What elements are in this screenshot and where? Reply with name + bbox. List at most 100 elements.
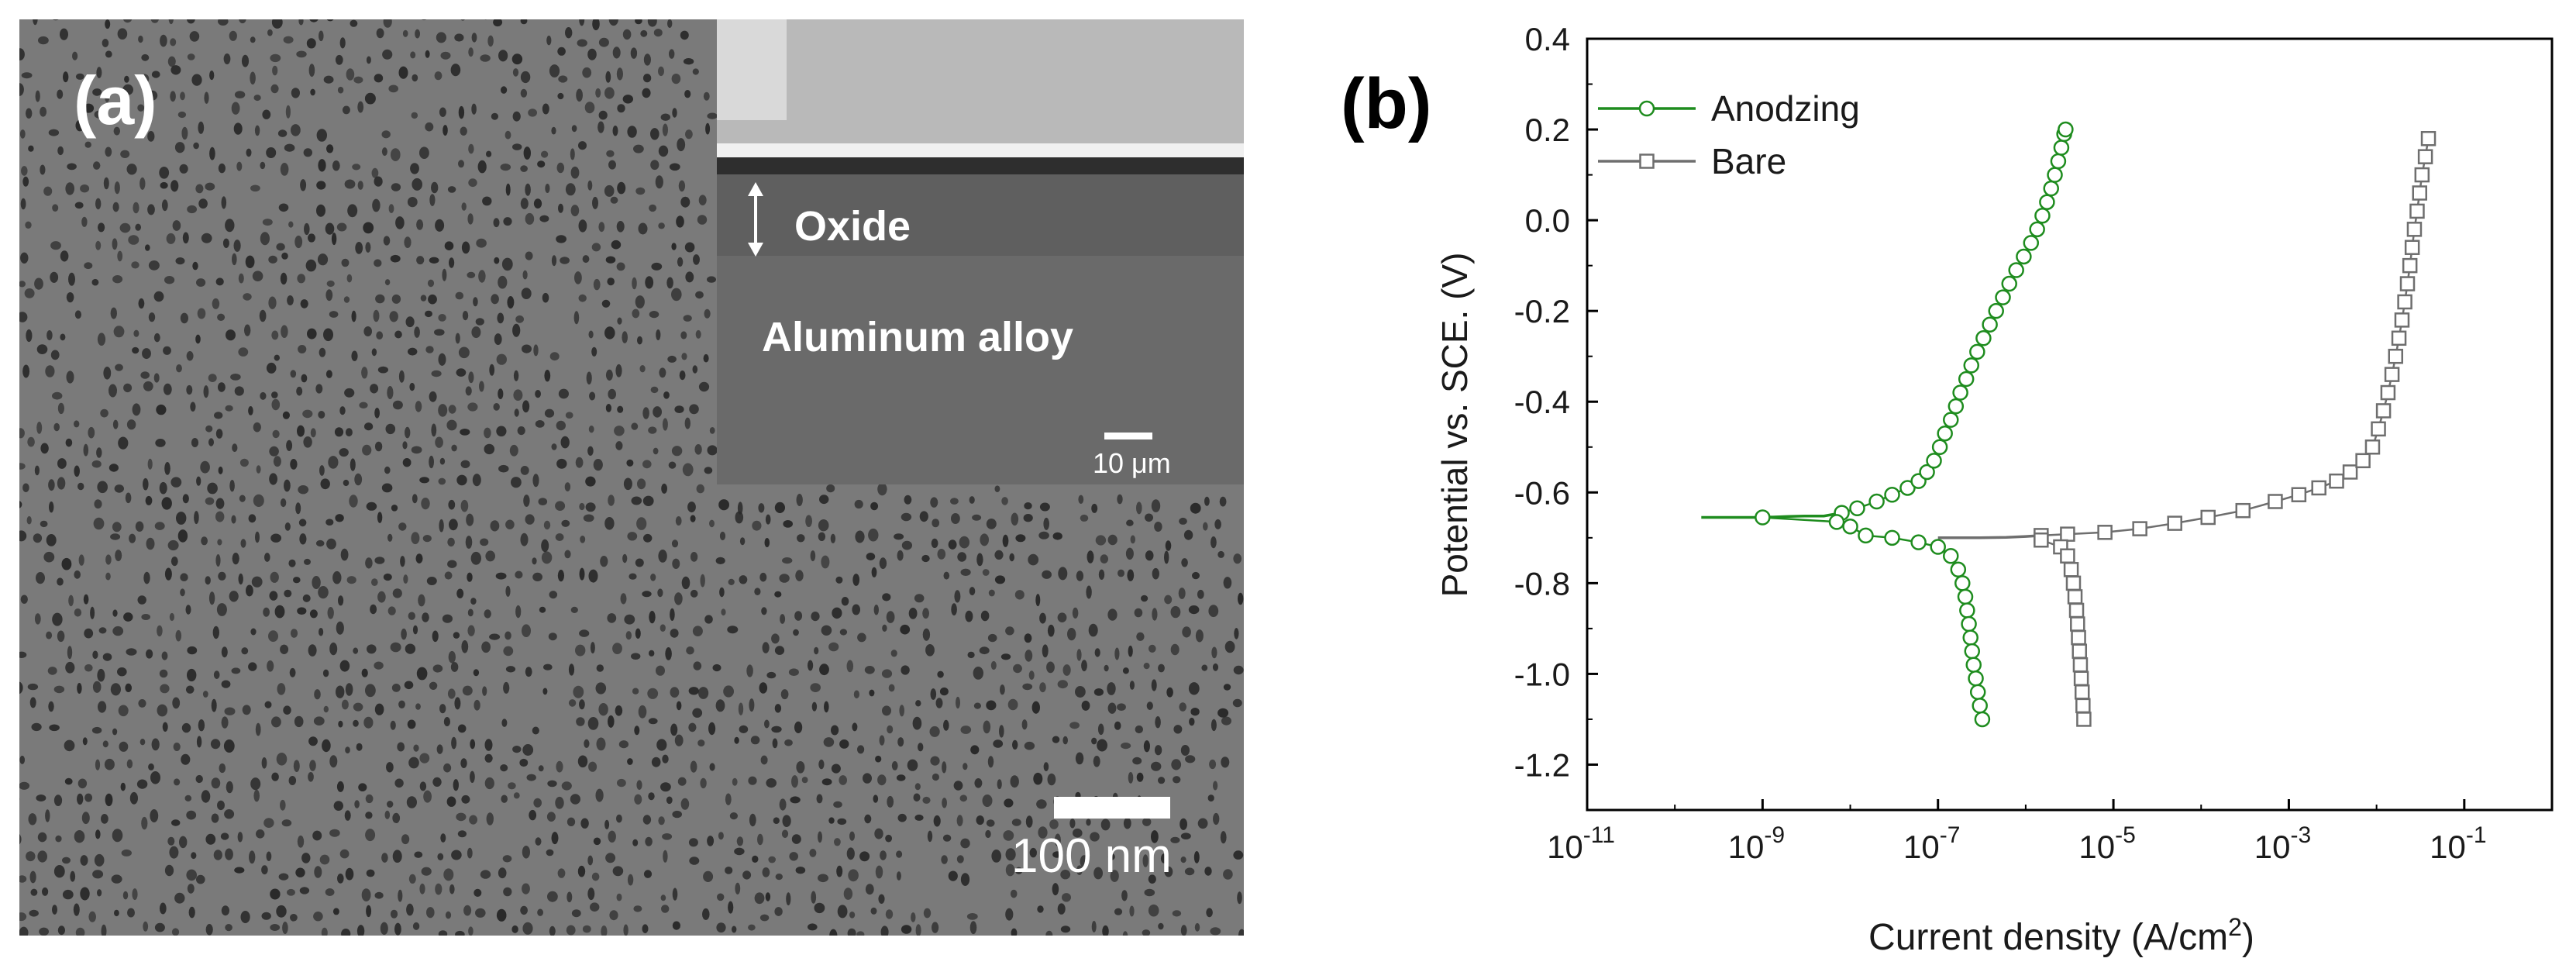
sem-pore — [391, 505, 398, 512]
sem-pore — [609, 910, 618, 921]
sem-pore — [735, 511, 744, 524]
sem-pore — [467, 625, 475, 636]
sem-pore — [121, 849, 132, 857]
sem-pore — [496, 426, 507, 437]
sem-pore — [280, 799, 286, 811]
sem-pore — [626, 459, 634, 467]
sem-pore — [463, 905, 472, 916]
sem-pore — [388, 204, 394, 213]
sem-pore — [882, 593, 891, 601]
sem-pore — [657, 588, 663, 598]
data-point — [1930, 539, 1946, 555]
sem-pore — [882, 705, 891, 716]
sem-pore — [486, 812, 494, 826]
sem-pore — [304, 222, 310, 236]
sem-pore — [1036, 799, 1047, 809]
data-point — [2073, 670, 2089, 687]
sem-pore — [879, 735, 885, 746]
sem-pore — [110, 307, 117, 319]
sem-pore — [549, 64, 560, 78]
sem-pore — [281, 819, 292, 827]
inset-arrow-head-up — [748, 182, 763, 196]
sem-pore — [250, 628, 257, 636]
sem-pore — [392, 850, 402, 863]
sem-pore — [61, 557, 72, 570]
sem-pore — [37, 832, 47, 843]
sem-pore — [172, 220, 181, 231]
data-point — [2039, 194, 2055, 210]
sem-pore — [1207, 794, 1214, 802]
sem-pore — [1223, 684, 1231, 691]
x-tick-label: 10-1 — [2430, 822, 2486, 865]
sem-pore — [1114, 908, 1123, 915]
sem-pore — [411, 446, 422, 454]
sem-pore — [367, 644, 377, 654]
sem-pore — [353, 76, 363, 84]
sem-pore — [828, 642, 839, 652]
sem-pore — [598, 222, 605, 233]
sem-pore — [313, 716, 325, 726]
sem-pore — [65, 438, 73, 447]
sem-pore — [151, 738, 160, 751]
sem-pore — [159, 481, 167, 495]
sem-pore — [590, 642, 595, 654]
sem-pore — [391, 148, 401, 162]
sem-pore — [470, 551, 481, 565]
sem-pore — [377, 366, 388, 374]
sem-pore — [582, 925, 591, 933]
sem-pore — [97, 668, 105, 682]
sem-pore — [448, 405, 456, 414]
sem-pore — [659, 367, 666, 378]
sem-pore — [46, 534, 57, 546]
x-tick-label: 10-11 — [1547, 822, 1615, 865]
sem-pore — [415, 29, 420, 39]
sem-pore — [321, 927, 328, 936]
sem-pore — [148, 763, 154, 770]
sem-pore — [511, 477, 522, 488]
sem-pore — [460, 126, 467, 136]
sem-pore — [607, 277, 615, 286]
sem-pore — [153, 291, 164, 302]
sem-pore — [632, 688, 639, 695]
sem-pore — [570, 166, 580, 179]
sem-pore — [914, 594, 925, 603]
sem-pore — [555, 501, 566, 511]
sem-pore — [556, 760, 563, 773]
sem-pore — [319, 465, 325, 476]
sem-pore — [383, 573, 392, 581]
sem-pore — [839, 629, 848, 636]
sem-pore — [612, 126, 618, 136]
sem-pore — [52, 905, 57, 915]
sem-pore — [77, 482, 84, 491]
sem-pore — [642, 495, 654, 506]
sem-pore — [374, 176, 383, 187]
sem-pore — [672, 558, 680, 569]
sem-pore — [412, 74, 418, 82]
sem-pore — [457, 830, 467, 838]
sem-pore — [270, 924, 281, 931]
sem-pore — [291, 124, 301, 136]
sem-pore — [238, 273, 244, 284]
sem-pore — [565, 27, 573, 39]
sem-pore — [1091, 503, 1098, 513]
sem-pore — [662, 123, 669, 136]
sem-pore — [216, 603, 227, 616]
sem-pore — [1237, 891, 1242, 905]
sem-pore — [333, 801, 343, 811]
sem-pore — [703, 353, 709, 363]
sem-pore — [624, 614, 635, 625]
sem-pore — [33, 533, 43, 543]
data-point — [2371, 421, 2386, 437]
sem-pore — [209, 146, 215, 160]
sem-pore — [779, 798, 787, 811]
sem-pore — [674, 734, 684, 746]
sem-pore — [931, 538, 938, 549]
data-point — [1982, 316, 1998, 333]
sem-pore — [999, 725, 1004, 738]
sem-pore — [102, 740, 108, 748]
sem-pore — [419, 146, 429, 159]
sem-pore — [612, 866, 624, 877]
sem-pore — [169, 612, 174, 622]
sem-pore — [1188, 605, 1200, 615]
sem-pore — [1204, 867, 1212, 876]
